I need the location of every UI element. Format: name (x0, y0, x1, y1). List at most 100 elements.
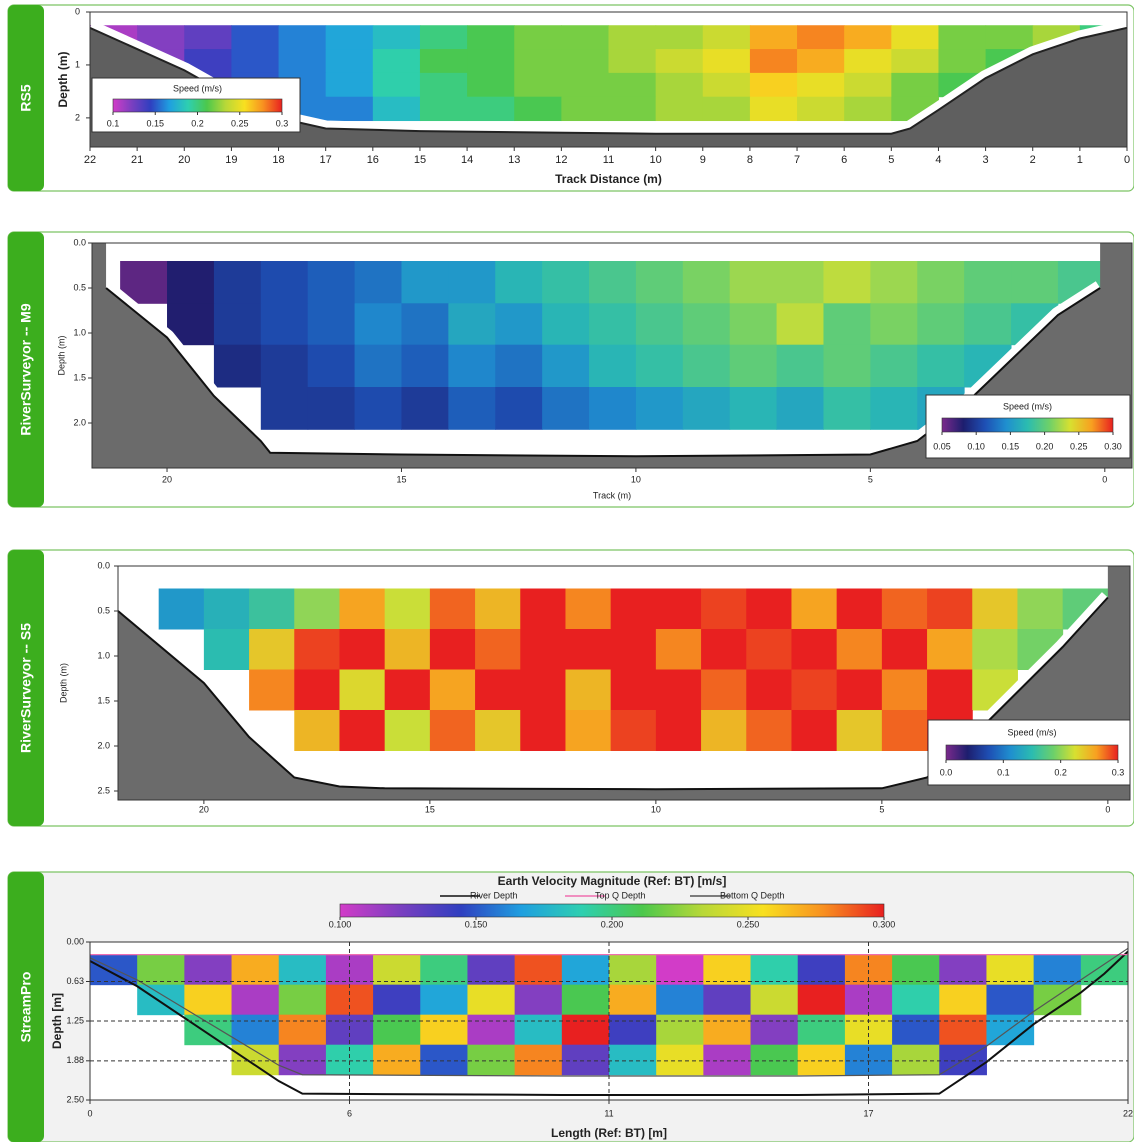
velocity-cell (1033, 984, 1082, 1016)
velocity-cell (746, 710, 792, 751)
velocity-cell (231, 954, 280, 986)
x-tick-label: 18 (272, 154, 284, 166)
x-tick-label: 1 (1077, 154, 1083, 166)
velocity-cell (655, 96, 704, 122)
velocity-cell (325, 49, 374, 74)
x-tick-label: 4 (935, 154, 941, 166)
colorbar-title: Speed (m/s) (173, 83, 222, 93)
velocity-cell (213, 261, 262, 304)
velocity-cell (939, 954, 987, 986)
velocity-cell (703, 1044, 752, 1076)
velocity-cell (609, 1014, 657, 1046)
velocity-cell (514, 72, 562, 98)
velocity-cell (278, 1014, 327, 1046)
velocity-cell (514, 25, 562, 50)
velocity-cell (589, 303, 637, 346)
panel-tab (8, 5, 44, 191)
velocity-cell (635, 303, 684, 346)
velocity-cell (608, 72, 657, 98)
y-tick-label: 2.0 (73, 417, 86, 427)
velocity-cell (972, 588, 1018, 630)
velocity-cell (939, 1014, 987, 1046)
velocity-cell (927, 669, 973, 711)
velocity-cell (278, 984, 327, 1016)
velocity-cell (844, 72, 892, 98)
x-tick-label: 12 (555, 154, 567, 166)
velocity-cell (561, 49, 609, 74)
velocity-cell (429, 710, 476, 751)
velocity-cell (655, 49, 704, 74)
velocity-cell (467, 1014, 516, 1046)
velocity-cell (278, 49, 327, 74)
velocity-cell (776, 344, 824, 388)
velocity-cell (589, 344, 637, 388)
velocity-cell (294, 588, 340, 630)
velocity-cell (703, 984, 752, 1016)
y-tick-label: 1.5 (97, 695, 110, 705)
y-tick-label: 1.0 (97, 650, 110, 660)
x-tick-label: 21 (131, 154, 143, 166)
panel-tab (8, 550, 44, 826)
river-bank (90, 12, 1127, 147)
velocity-cell (373, 984, 421, 1016)
depth-line (90, 947, 1128, 1077)
colorbar-tick-label: 0.3 (276, 118, 289, 128)
x-tick-label: 14 (461, 154, 473, 166)
velocity-cell (561, 72, 609, 98)
velocity-cell (448, 344, 496, 388)
velocity-cell (870, 344, 918, 388)
colorbar-tick-label: 0.25 (231, 118, 249, 128)
velocity-cell (703, 954, 752, 986)
velocity-cell (401, 303, 449, 346)
velocity-cell (729, 261, 778, 304)
velocity-cell (938, 49, 987, 74)
velocity-cell (608, 49, 657, 74)
velocity-cell (750, 1044, 799, 1076)
x-tick-label: 20 (199, 804, 209, 814)
velocity-cell (561, 1014, 610, 1046)
velocity-cell (836, 710, 883, 751)
y-tick-label: 2 (75, 112, 80, 122)
x-tick-label: 10 (651, 804, 661, 814)
velocity-cell (213, 344, 262, 388)
velocity-cell (797, 954, 846, 986)
colorbar-tick-label: 0.1 (997, 767, 1010, 777)
x-tick-label: 6 (347, 1108, 352, 1118)
y-tick-label: 2.0 (97, 740, 110, 750)
colorbar-tick-label: 0.300 (873, 919, 896, 929)
velocity-cell (702, 96, 751, 122)
velocity-cell (354, 387, 402, 430)
velocity-cell (635, 387, 684, 430)
colorbar-tick-label: 0.2 (1054, 767, 1067, 777)
panel-tab (8, 872, 44, 1142)
velocity-cell (797, 49, 845, 74)
colorbar (941, 417, 1114, 433)
x-tick-label: 10 (650, 154, 662, 166)
velocity-cell (729, 344, 778, 388)
colorbar-tick-label: 0.0 (940, 767, 953, 777)
y-tick-label: 0.00 (66, 936, 84, 946)
velocity-cell (307, 387, 356, 430)
velocity-cell (467, 96, 515, 122)
velocity-cell (797, 25, 845, 50)
colorbar-tick-label: 0.20 (1036, 441, 1054, 451)
velocity-cell (514, 984, 563, 1016)
velocity-cell (354, 261, 402, 304)
velocity-cell (520, 588, 566, 630)
velocity-cell (749, 96, 798, 122)
colorbar (339, 903, 885, 918)
velocity-cell (561, 96, 609, 122)
velocity-cell (938, 25, 987, 50)
velocity-cell (260, 303, 309, 346)
colorbar-tick-label: 0.1 (107, 118, 120, 128)
panel: RiverSurveyor -- M9 0.0 0.5 1.0 1.5 2.0 20 15 10… (7, 231, 1134, 508)
x-tick-label: 10 (631, 474, 641, 484)
velocity-cell (917, 261, 965, 304)
velocity-cell (495, 303, 543, 346)
y-tick-label: 1.5 (73, 372, 86, 382)
velocity-cell (589, 387, 637, 430)
velocity-cell (836, 629, 883, 670)
velocity-cell (972, 629, 1018, 670)
velocity-cell (656, 954, 704, 986)
